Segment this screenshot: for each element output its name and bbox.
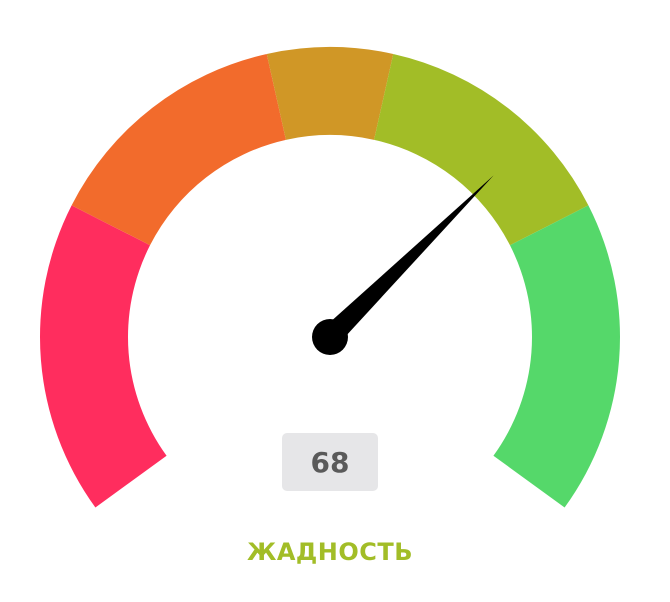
gauge-bands <box>40 46 620 508</box>
gauge-band-5 <box>493 205 620 508</box>
gauge-band-1 <box>40 205 167 508</box>
gauge-needle-hub <box>312 319 348 355</box>
gauge-band-2 <box>71 53 286 246</box>
gauge-band-3 <box>266 46 394 140</box>
gauge-needle-group <box>312 175 494 355</box>
gauge-value: 68 <box>310 445 350 479</box>
gauge-status-label: ЖАДНОСТЬ <box>246 538 414 566</box>
gauge-needle <box>322 175 494 345</box>
gauge-value-box: 68 <box>282 433 378 491</box>
gauge-band-4 <box>374 53 589 246</box>
